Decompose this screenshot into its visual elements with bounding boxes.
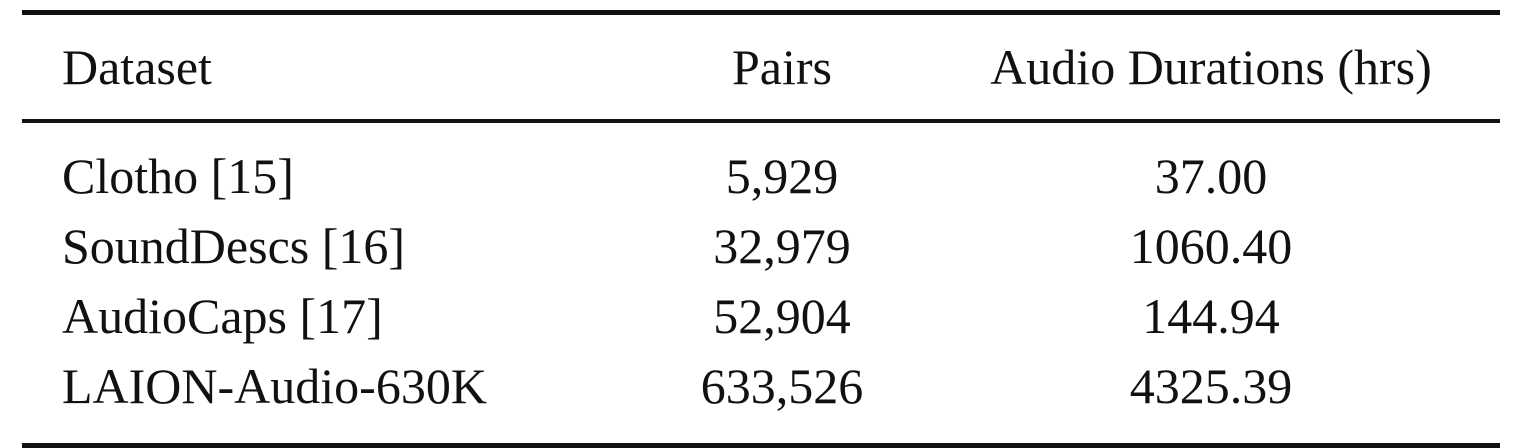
cell-dataset: AudioCaps [17] (62, 288, 383, 344)
cell-durations: 4325.39 (1129, 358, 1293, 414)
cell-dataset: SoundDescs [16] (62, 218, 406, 274)
header-pairs: Pairs (732, 39, 832, 95)
table-body: Clotho [15] 5,929 37.00 SoundDescs [16] … (22, 121, 1500, 446)
table-row: SoundDescs [16] 32,979 1060.40 (22, 211, 1500, 281)
cell-pairs: 32,979 (713, 218, 851, 274)
header-dataset: Dataset (62, 39, 212, 95)
cell-pairs: 5,929 (725, 148, 839, 204)
table-row: Clotho [15] 5,929 37.00 (22, 121, 1500, 211)
cell-pairs: 633,526 (700, 358, 864, 414)
cell-dataset: Clotho [15] (62, 148, 294, 204)
cell-durations: 1060.40 (1129, 218, 1293, 274)
cell-durations: 37.00 (1154, 148, 1268, 204)
header-row: Dataset Pairs Audio Durations (hrs) (22, 12, 1500, 121)
table-header: Dataset Pairs Audio Durations (hrs) (22, 12, 1500, 121)
cell-dataset: LAION-Audio-630K (62, 358, 487, 414)
table-row: LAION-Audio-630K 633,526 4325.39 (22, 351, 1500, 446)
cell-durations: 144.94 (1142, 288, 1280, 344)
cell-pairs: 52,904 (713, 288, 851, 344)
dataset-table-container: Dataset Pairs Audio Durations (hrs) Clot… (22, 10, 1500, 448)
table-row: AudioCaps [17] 52,904 144.94 (22, 281, 1500, 351)
dataset-table: Dataset Pairs Audio Durations (hrs) Clot… (22, 10, 1500, 448)
header-audio-durations: Audio Durations (hrs) (990, 39, 1432, 95)
